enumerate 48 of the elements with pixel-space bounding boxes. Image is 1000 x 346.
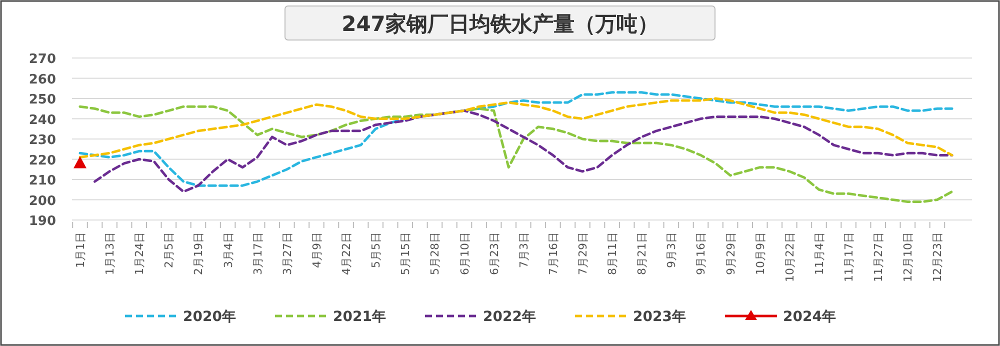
- x-tick-label: 8月11日: [606, 232, 620, 275]
- y-tick-label: 220: [28, 153, 56, 168]
- legend-label: 2024年: [783, 309, 836, 325]
- x-tick-label: 7月29日: [576, 232, 590, 275]
- x-tick-label: 12月23日: [931, 232, 944, 282]
- x-tick-label: 1月13日: [104, 232, 117, 275]
- x-tick-label: 9月3日: [665, 232, 678, 268]
- y-tick-label: 270: [28, 52, 56, 67]
- y-tick-label: 190: [28, 214, 56, 229]
- x-tick-label: 12月10日: [902, 232, 915, 282]
- x-tick-label: 7月16日: [546, 232, 560, 275]
- x-tick-label: 2月19日: [192, 232, 206, 275]
- x-tick-label: 5月28日: [428, 232, 442, 275]
- x-tick-label: 9月16日: [694, 232, 708, 275]
- x-tick-label: 6月23日: [488, 232, 501, 275]
- x-tick-label: 1月24日: [133, 232, 146, 275]
- x-tick-label: 4月9日: [310, 232, 324, 268]
- x-tick-label: 1月1日: [74, 232, 87, 268]
- x-tick-label: 10月22日: [783, 232, 796, 282]
- y-tick-label: 240: [28, 112, 56, 128]
- y-tick-label: 210: [28, 174, 56, 188]
- line-series: [78, 105, 954, 204]
- x-tick-label: 5月5日: [370, 232, 383, 268]
- y-tick-label: 200: [28, 194, 56, 209]
- x-tick-label: 11月4日: [812, 232, 826, 275]
- legend-label: 2022年: [483, 309, 536, 325]
- x-tick-label: 3月27日: [280, 232, 294, 275]
- chart-title: 247家钢厂日均铁水产量（万吨）: [342, 12, 658, 36]
- y-tick-label: 230: [28, 133, 56, 148]
- x-tick-label: 4月22日: [340, 232, 354, 275]
- x-tick-label: 11月17日: [842, 232, 856, 282]
- legend-label: 2023年: [633, 309, 686, 325]
- x-tick-label: 10月9日: [754, 232, 767, 275]
- x-tick-label: 3月4日: [222, 232, 235, 268]
- line-series: [78, 91, 954, 187]
- x-tick-label: 8月21日: [636, 232, 649, 275]
- x-tick-label: 7月3日: [517, 232, 530, 268]
- line-series: [94, 109, 954, 193]
- y-tick-label: 260: [28, 72, 56, 88]
- legend-label: 2021年: [333, 309, 386, 325]
- x-tick-label: 6月10日: [458, 232, 472, 275]
- x-tick-label: 9月29日: [724, 232, 738, 275]
- y-tick-label: 250: [28, 92, 56, 108]
- x-tick-label: 11月27日: [872, 232, 886, 282]
- x-tick-label: 3月17日: [251, 232, 264, 275]
- legend-label: 2020年: [183, 309, 236, 325]
- x-tick-label: 2月5日: [162, 232, 176, 268]
- x-tick-label: 5月15日: [399, 232, 412, 275]
